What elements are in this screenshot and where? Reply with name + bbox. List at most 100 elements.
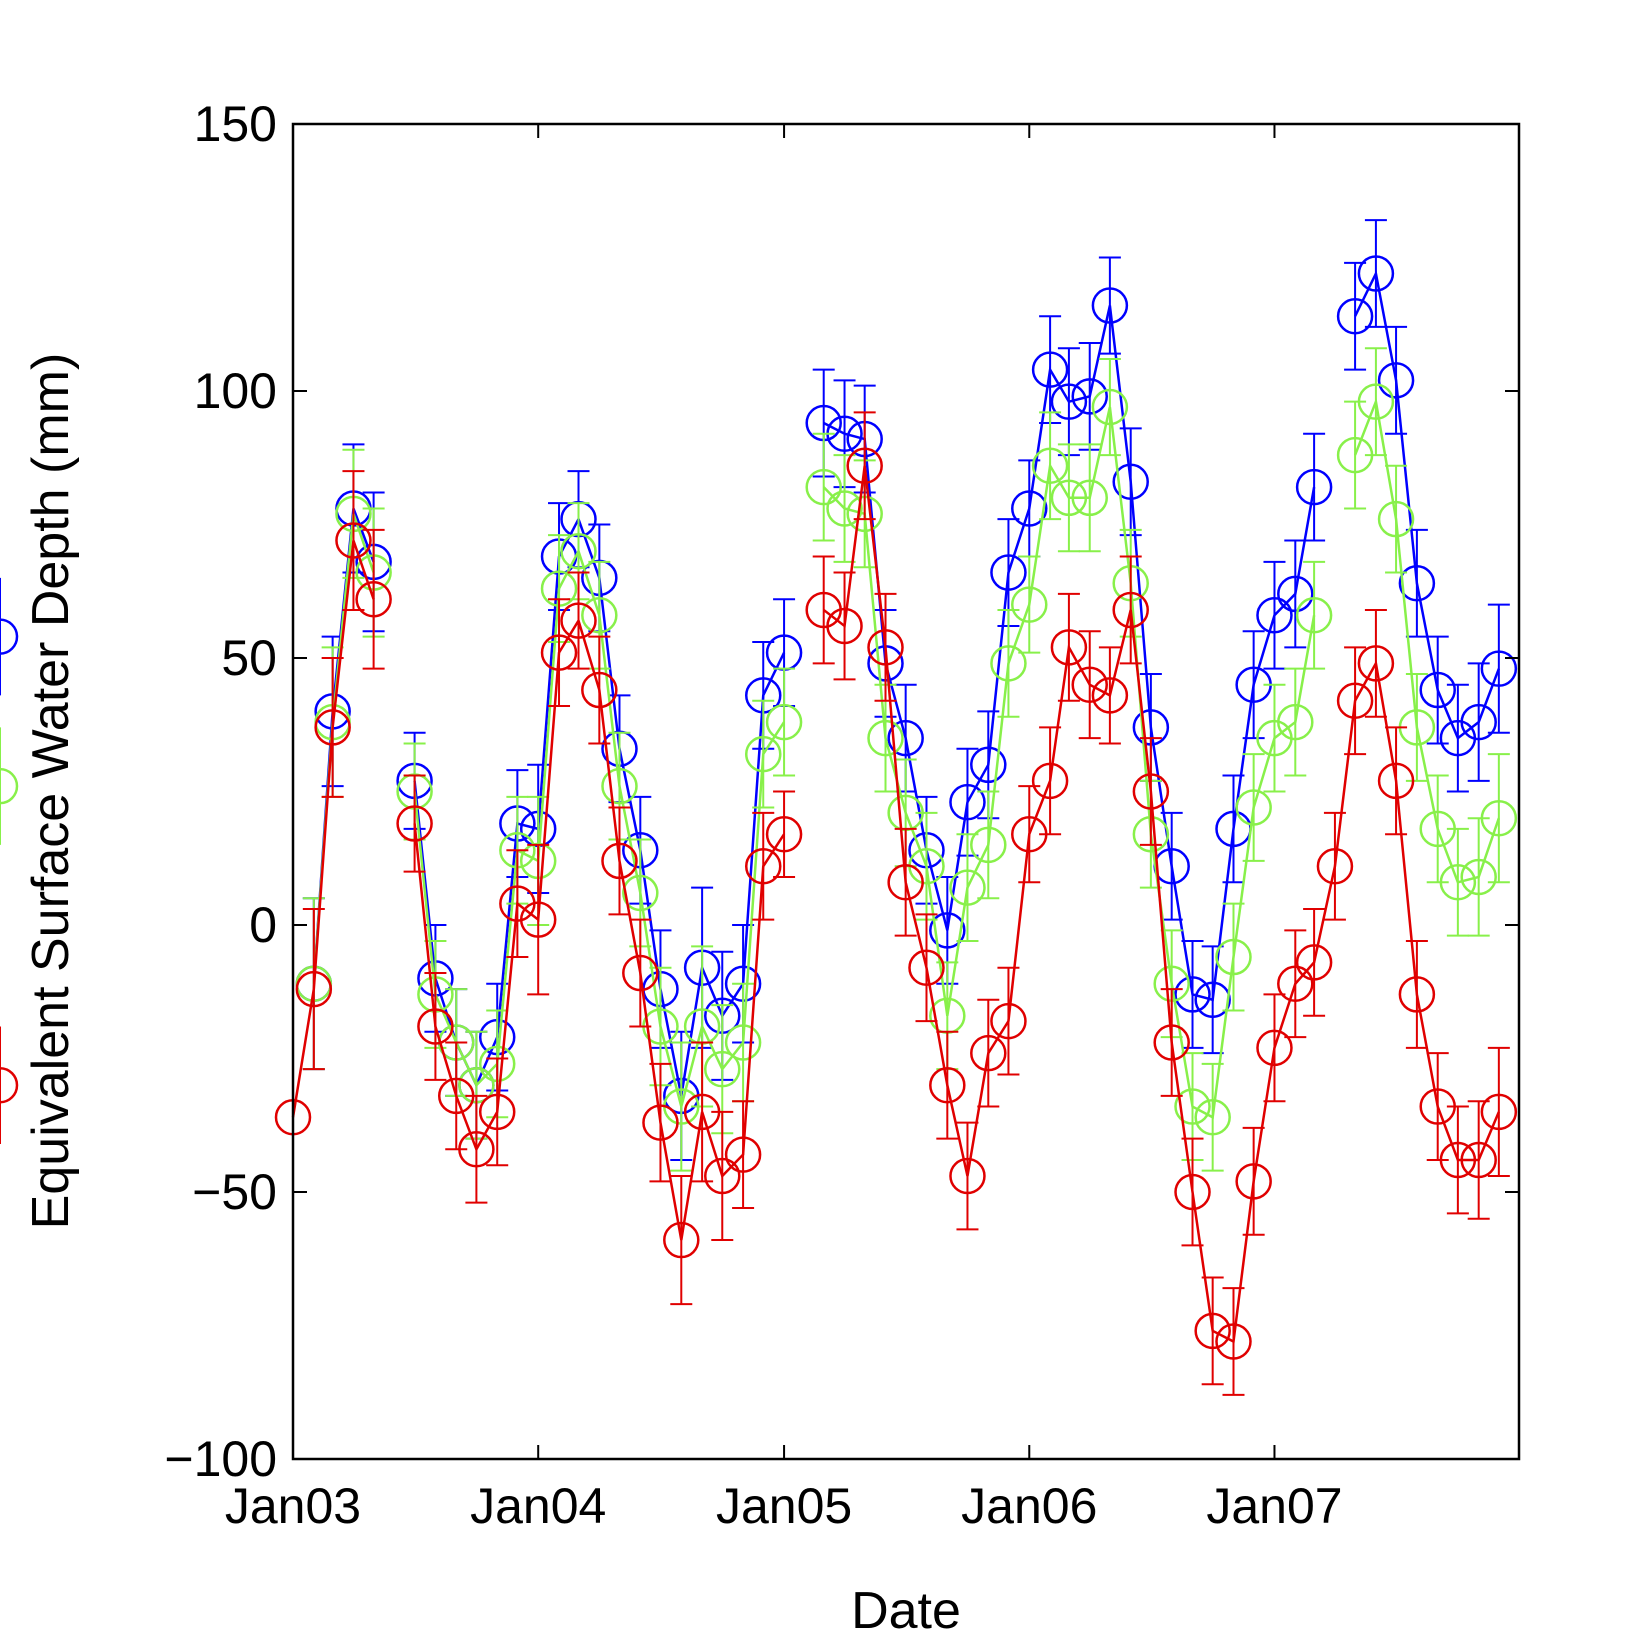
data-point xyxy=(867,719,904,757)
data-point xyxy=(417,1008,454,1045)
series-layer xyxy=(0,219,1518,1396)
data-point xyxy=(1050,383,1088,420)
x-tick-label: Jan07 xyxy=(1206,1478,1342,1534)
data-point xyxy=(581,597,618,634)
data-point xyxy=(295,970,333,1008)
data-point xyxy=(1480,1093,1518,1131)
series-line xyxy=(822,465,1500,1344)
data-point xyxy=(663,1221,700,1259)
y-tick-label: 0 xyxy=(249,897,277,953)
plot-frame xyxy=(291,122,1521,1461)
data-point xyxy=(1256,597,1293,634)
data-point xyxy=(1050,479,1088,517)
data-point xyxy=(1194,981,1231,1019)
data-point xyxy=(0,1066,19,1104)
data-point xyxy=(1031,762,1069,800)
data-point xyxy=(970,746,1007,784)
data-point xyxy=(458,1131,495,1168)
data-point xyxy=(1439,1141,1477,1179)
data-point xyxy=(1174,976,1211,1013)
series-3 xyxy=(0,411,1518,1396)
y-tick-label: −100 xyxy=(164,1431,277,1487)
data-point xyxy=(744,848,782,885)
data-point xyxy=(314,709,351,746)
data-point xyxy=(540,634,578,671)
x-tick-label: Jan04 xyxy=(470,1478,606,1534)
data-point xyxy=(1316,848,1354,885)
data-point xyxy=(1194,1312,1231,1350)
data-point xyxy=(1295,468,1333,506)
y-tick-label: −50 xyxy=(192,1164,277,1220)
x-tick-label: Jan06 xyxy=(961,1478,1097,1534)
y-tick-label: 150 xyxy=(194,96,277,152)
data-point xyxy=(1460,703,1497,741)
data-point xyxy=(1112,591,1149,629)
data-point xyxy=(0,767,19,805)
data-point xyxy=(1215,938,1252,976)
data-point xyxy=(1460,858,1497,896)
y-axis-title: Equivalent Surface Water Depth (mm) xyxy=(22,353,80,1230)
data-point xyxy=(1235,1163,1272,1200)
data-point xyxy=(1031,447,1069,485)
data-point xyxy=(765,703,803,741)
data-point xyxy=(1132,773,1170,810)
data-point xyxy=(1295,597,1333,634)
data-point xyxy=(1091,677,1129,714)
data-point xyxy=(805,468,842,506)
data-point xyxy=(1031,351,1069,388)
data-point xyxy=(1336,297,1374,335)
data-point xyxy=(949,1157,986,1195)
data-point xyxy=(1071,378,1108,415)
data-point xyxy=(1419,671,1456,709)
data-point xyxy=(724,1136,762,1173)
data-point xyxy=(1091,388,1129,426)
data-point xyxy=(1277,703,1314,741)
data-point xyxy=(1357,255,1395,292)
data-point xyxy=(560,602,597,639)
data-point xyxy=(1112,463,1149,501)
data-point xyxy=(1277,965,1314,1002)
data-point xyxy=(1398,564,1436,602)
data-point xyxy=(1480,650,1518,687)
data-point xyxy=(990,554,1027,591)
data-point xyxy=(1398,976,1436,1013)
data-point xyxy=(0,618,19,655)
data-point xyxy=(355,581,392,618)
data-point xyxy=(1153,1024,1190,1061)
data-point xyxy=(642,1104,679,1141)
x-axis-title: Date xyxy=(851,1582,961,1640)
data-point xyxy=(970,1034,1007,1072)
data-point xyxy=(1277,575,1314,613)
x-tick-label: Jan03 xyxy=(225,1478,361,1534)
data-point xyxy=(1235,789,1272,826)
data-point xyxy=(990,1002,1027,1040)
y-tick-label: 100 xyxy=(194,363,277,419)
data-point xyxy=(929,912,966,949)
data-point xyxy=(1377,500,1415,538)
data-point xyxy=(887,719,924,757)
data-point xyxy=(990,645,1027,682)
y-tick-label: 50 xyxy=(221,630,277,686)
data-point xyxy=(1174,1088,1211,1125)
data-point xyxy=(704,1050,741,1088)
data-point xyxy=(1011,490,1048,527)
data-point xyxy=(826,490,863,527)
data-point xyxy=(601,842,638,880)
data-point xyxy=(1071,479,1108,517)
data-point xyxy=(1357,645,1395,682)
series-line xyxy=(291,540,375,1118)
data-point xyxy=(867,629,904,666)
data-point xyxy=(601,767,638,805)
data-point xyxy=(1071,666,1108,703)
data-point xyxy=(1295,944,1333,981)
data-point xyxy=(581,671,618,709)
data-point xyxy=(1050,629,1088,666)
data-point xyxy=(1011,586,1048,623)
data-point xyxy=(826,607,863,645)
data-point xyxy=(1336,682,1374,719)
data-point xyxy=(704,1157,741,1195)
series-1 xyxy=(0,219,1518,1161)
axis-ticks: −100 −50 0 50 100 150 Jan03 Jan04 Jan05 Jan06 Jan0… xyxy=(164,96,1519,1534)
data-point xyxy=(1357,383,1395,420)
